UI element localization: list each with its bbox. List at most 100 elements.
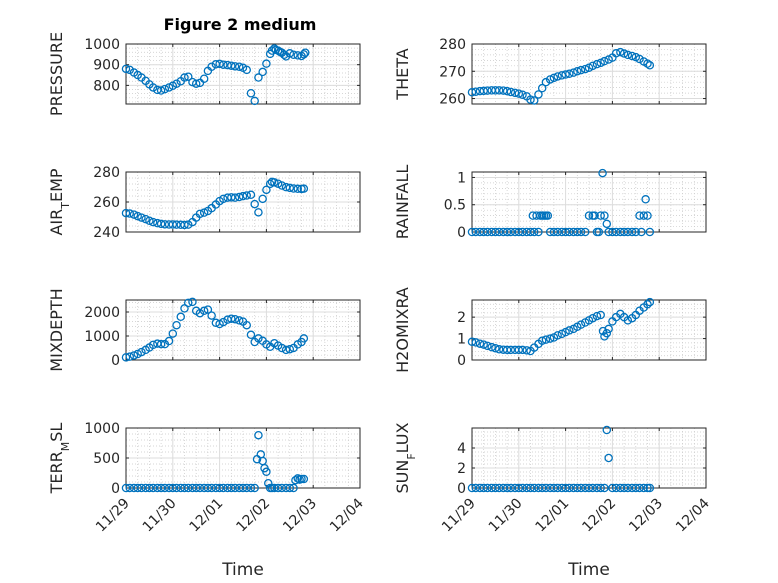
data-point (289, 50, 298, 60)
data-point (518, 227, 527, 237)
data-point (592, 59, 602, 69)
data-point (180, 220, 189, 230)
data-point (180, 483, 189, 493)
data-point (479, 483, 488, 493)
data-point (565, 483, 574, 493)
data-point (467, 227, 477, 237)
data-point (250, 199, 259, 209)
data-point (581, 227, 590, 237)
data-point (553, 72, 562, 81)
data-point (590, 211, 599, 220)
y-tick-label: 0 (457, 225, 466, 241)
y-axis-label: AIRTEMP (47, 168, 72, 235)
data-point (526, 483, 535, 493)
data-point (137, 213, 146, 222)
data-point (602, 328, 612, 338)
data-point (279, 50, 289, 60)
data-point (545, 334, 555, 343)
data-point (635, 211, 644, 220)
data-point (277, 343, 287, 353)
data-point (265, 179, 275, 189)
data-point (506, 483, 516, 493)
data-point (581, 64, 590, 74)
x-tick-label: 12/02 (233, 496, 273, 536)
data-point (598, 168, 607, 178)
data-point (291, 475, 300, 485)
data-point (588, 61, 597, 71)
data-point (156, 339, 166, 349)
data-point (584, 211, 594, 220)
minor-grid (126, 427, 360, 489)
data-point (156, 483, 166, 493)
data-point (491, 483, 500, 493)
figure-title: Figure 2 medium (164, 15, 317, 34)
y-tick-label: 280 (93, 165, 120, 181)
y-axis-label: TERRMSL (47, 423, 72, 495)
data-point (479, 227, 488, 237)
data-point (631, 483, 641, 493)
data-series (121, 44, 310, 106)
data-point (635, 54, 644, 64)
data-point (553, 227, 562, 237)
data-point (137, 347, 146, 357)
data-point (643, 300, 652, 309)
data-point (183, 483, 193, 493)
data-point (299, 50, 309, 59)
data-point (125, 352, 134, 361)
data-point (471, 483, 480, 493)
data-point (183, 298, 193, 308)
y-tick-label: 1000 (84, 329, 120, 345)
data-point (129, 351, 139, 360)
data-point (592, 311, 602, 321)
data-point (254, 73, 263, 82)
data-point (246, 88, 256, 98)
y-tick-label: 0 (111, 353, 120, 369)
data-point (145, 483, 154, 493)
data-point (227, 61, 236, 70)
data-point (160, 483, 170, 493)
data-point (619, 227, 629, 237)
data-point (172, 483, 181, 493)
x-tick-label: 12/04 (327, 495, 367, 535)
data-point (285, 183, 295, 193)
data-series (467, 168, 655, 237)
data-point (494, 483, 504, 493)
data-point (475, 339, 485, 348)
y-tick-label: 900 (93, 58, 120, 74)
data-point (273, 483, 283, 493)
data-point (479, 340, 488, 349)
data-point (254, 430, 263, 440)
y-tick-label: 1000 (84, 37, 120, 53)
data-point (227, 483, 236, 493)
data-point (643, 211, 652, 220)
axes-box (125, 299, 361, 361)
data-point (467, 483, 477, 493)
data-point (219, 194, 228, 204)
data-series (467, 297, 655, 356)
y-tick-label: 270 (439, 64, 466, 80)
subplot-6: 0 1 2 H2OMIXRA (393, 287, 707, 373)
data-point (604, 453, 613, 463)
data-point (207, 62, 216, 72)
data-point (238, 483, 248, 493)
data-series (467, 425, 655, 493)
data-point (242, 483, 251, 493)
data-point (121, 64, 131, 74)
data-point (277, 483, 287, 493)
data-point (267, 46, 277, 55)
data-point (596, 310, 605, 320)
data-point (121, 483, 131, 493)
y-tick-label: 0 (457, 353, 466, 369)
y-tick-label: 2 (457, 461, 466, 477)
y-axis-label: MIXDEPTH (47, 288, 66, 371)
data-point (191, 79, 201, 88)
data-point (627, 227, 637, 237)
minor-grid (126, 300, 360, 361)
data-point (645, 297, 655, 307)
data-point (160, 220, 170, 229)
subplot-3: 240 260 280 AIRTEMP (47, 165, 361, 241)
data-point (183, 220, 193, 229)
data-point (219, 317, 228, 327)
data-point (502, 345, 512, 355)
y-tick-label: 1 (457, 332, 466, 348)
